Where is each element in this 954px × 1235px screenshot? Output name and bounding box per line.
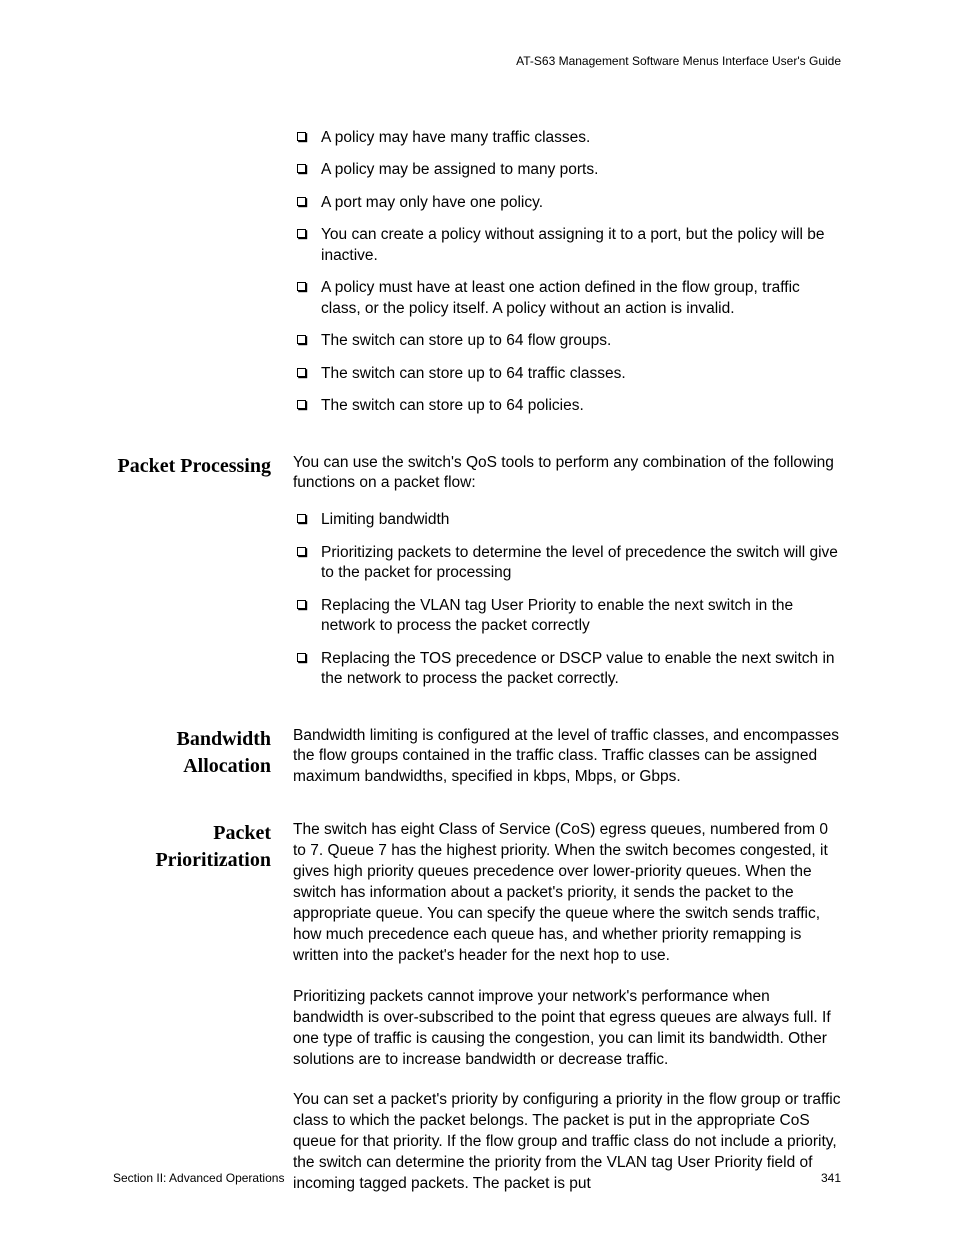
- packet-prioritization-section: Packet Prioritization The switch has eig…: [113, 820, 841, 1195]
- list-item: Replacing the TOS precedence or DSCP val…: [293, 649, 841, 690]
- guide-title: AT-S63 Management Software Menus Interfa…: [516, 54, 841, 68]
- bandwidth-allocation-section: Bandwidth Allocation Bandwidth limiting …: [113, 726, 841, 789]
- page-content: A policy may have many traffic classes. …: [113, 128, 841, 1219]
- list-item: The switch can store up to 64 traffic cl…: [293, 364, 841, 384]
- packet-prioritization-p2: Prioritizing packets cannot improve your…: [293, 987, 841, 1071]
- footer-page-number: 341: [821, 1171, 841, 1185]
- list-item: A policy may have many traffic classes.: [293, 128, 841, 148]
- initial-heading-spacer: [113, 128, 293, 417]
- list-item: Limiting bandwidth: [293, 510, 841, 530]
- packet-prioritization-body: The switch has eight Class of Service (C…: [293, 820, 841, 1195]
- bandwidth-allocation-paragraph: Bandwidth limiting is configured at the …: [293, 726, 841, 789]
- packet-prioritization-heading: Packet Prioritization: [113, 820, 293, 1195]
- packet-processing-list: Limiting bandwidth Prioritizing packets …: [293, 510, 841, 689]
- list-item: You can create a policy without assignin…: [293, 225, 841, 266]
- initial-section: A policy may have many traffic classes. …: [113, 128, 841, 417]
- list-item: A policy may be assigned to many ports.: [293, 160, 841, 180]
- initial-list: A policy may have many traffic classes. …: [293, 128, 841, 417]
- packet-processing-heading: Packet Processing: [113, 453, 293, 690]
- page-footer: Section II: Advanced Operations 341: [113, 1171, 841, 1185]
- bandwidth-allocation-body: Bandwidth limiting is configured at the …: [293, 726, 841, 789]
- packet-processing-body: You can use the switch's QoS tools to pe…: [293, 453, 841, 690]
- bandwidth-allocation-heading: Bandwidth Allocation: [113, 726, 293, 789]
- packet-prioritization-p1: The switch has eight Class of Service (C…: [293, 820, 841, 966]
- packet-processing-section: Packet Processing You can use the switch…: [113, 453, 841, 690]
- list-item: The switch can store up to 64 flow group…: [293, 331, 841, 351]
- page-header: AT-S63 Management Software Menus Interfa…: [113, 54, 841, 68]
- list-item: A policy must have at least one action d…: [293, 278, 841, 319]
- list-item: Replacing the VLAN tag User Priority to …: [293, 596, 841, 637]
- list-item: A port may only have one policy.: [293, 193, 841, 213]
- initial-body: A policy may have many traffic classes. …: [293, 128, 841, 417]
- packet-processing-intro: You can use the switch's QoS tools to pe…: [293, 453, 841, 495]
- footer-section-label: Section II: Advanced Operations: [113, 1171, 284, 1185]
- list-item: Prioritizing packets to determine the le…: [293, 543, 841, 584]
- list-item: The switch can store up to 64 policies.: [293, 396, 841, 416]
